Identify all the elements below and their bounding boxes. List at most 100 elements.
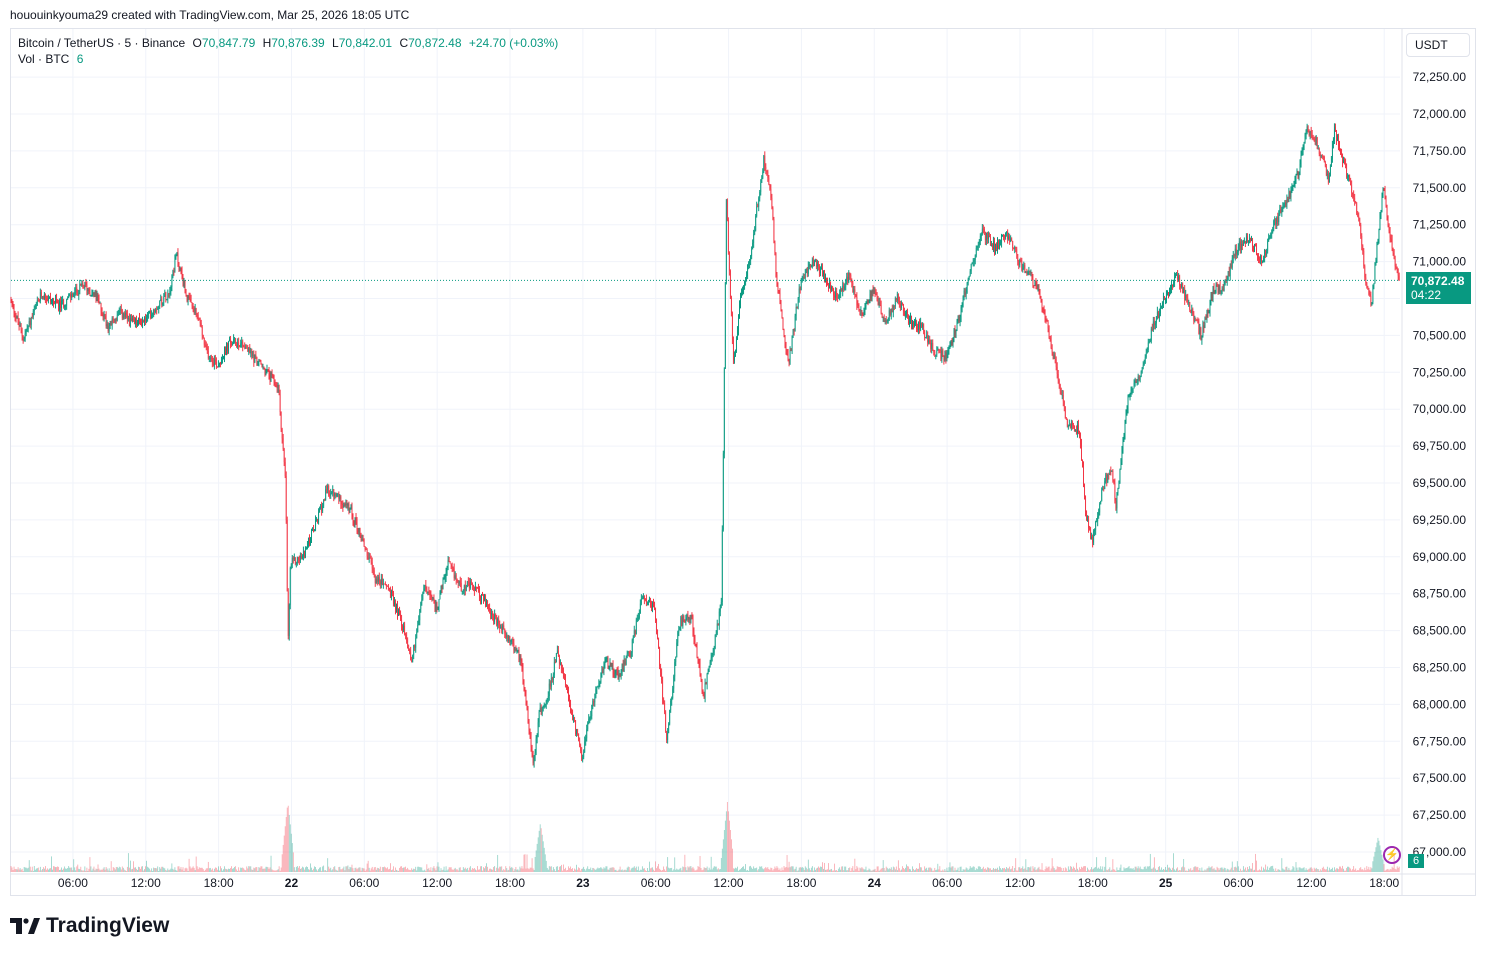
y-tick-label: 69,750.00 [1413,439,1467,453]
volume-bar [53,866,54,872]
candle-body [857,305,859,306]
candle-body [1395,266,1397,268]
volume-bar [1221,867,1223,872]
volume-bar [261,866,263,872]
volume-bar [820,866,821,872]
candle-body [410,651,412,660]
candle-body [99,302,101,304]
volume-bar [1318,870,1320,872]
volume-bar [1098,867,1100,872]
volume-bar [501,866,503,872]
volume-bar [809,870,811,872]
candle-body [781,310,783,319]
volume-bar [318,869,319,872]
candle-body [291,557,293,565]
candle-body [134,319,135,324]
candle-body [1021,260,1023,271]
volume-bar [528,869,530,872]
currency-button[interactable]: USDT [1406,33,1470,57]
candle-body [1201,336,1203,340]
lightning-icon[interactable]: ⚡ [1383,846,1401,864]
candle-body [1093,531,1095,543]
volume-bar [260,866,262,872]
candle-body [483,595,484,600]
volume-bar [326,870,328,872]
volume-bar [495,870,497,872]
candle-body [1195,320,1197,322]
volume-bar [761,866,763,872]
volume-bar [998,869,999,872]
candle-body [696,645,698,659]
volume-bar [550,866,552,872]
candle-body [1285,202,1287,205]
volume-bar [531,858,533,872]
candle-body [1233,255,1235,257]
candle-body [298,559,300,561]
volume-bar [584,869,586,872]
candle-body [403,625,404,630]
volume-bar [739,869,740,872]
candle-body [775,253,777,275]
volume-bar [588,869,590,872]
volume-bar [105,867,107,872]
candle-body [508,636,510,642]
volume-bar [981,868,983,872]
candle-body [838,297,840,299]
volume-bar [79,869,81,872]
volume-bar [656,868,657,872]
volume-bar [780,870,782,872]
volume-bar [1397,867,1399,872]
candle-body [1071,421,1073,426]
volume-bar [322,866,324,872]
candle-body [1260,255,1261,260]
volume-bar [1127,867,1129,872]
symbol-name[interactable]: Bitcoin / TetherUS · 5 · Binance [18,36,186,50]
candle-body [606,658,608,659]
candle-body [1064,406,1066,419]
candle-body [1357,213,1359,216]
candle-body [60,301,61,309]
x-tick-label: 06:00 [1224,876,1254,890]
volume-bar [892,866,894,872]
volume-label[interactable]: Vol · BTC [18,52,70,66]
volume-bar [315,866,316,872]
volume-bar [1310,867,1312,872]
candle-body [254,355,256,363]
volume-bar [624,869,626,872]
volume-bar [203,870,205,872]
volume-bar [757,870,759,872]
volume-bar [960,866,962,872]
candle-body [140,320,141,324]
candle-body [369,557,371,559]
candle-body [860,310,862,312]
candle-body [1295,174,1297,179]
candle-body [20,325,22,330]
candle-body [105,316,107,326]
volume-bar [854,858,856,872]
candle-body [205,344,207,348]
candle-body [1053,354,1055,359]
candle-body [1188,302,1190,303]
candle-body [1077,424,1078,434]
volume-bar [49,868,50,872]
candle-body [310,540,311,545]
candle-body [197,315,199,319]
candle-body [635,619,637,634]
volume-bar [503,869,505,872]
candle-body [1227,271,1229,281]
volume-bar [424,869,426,872]
candle-body [223,357,224,359]
candle-body [839,294,841,298]
volume-bar [759,866,761,872]
candle-body [1149,340,1151,342]
volume-bar [1357,870,1359,872]
candle-body [550,678,552,687]
tradingview-brand[interactable]: TradingView [10,914,169,938]
candle-body [337,493,339,495]
volume-bar [454,867,456,872]
candle-body [934,351,936,355]
volume-bar [911,870,912,872]
volume-bar [1294,870,1296,872]
volume-bar [723,830,725,872]
